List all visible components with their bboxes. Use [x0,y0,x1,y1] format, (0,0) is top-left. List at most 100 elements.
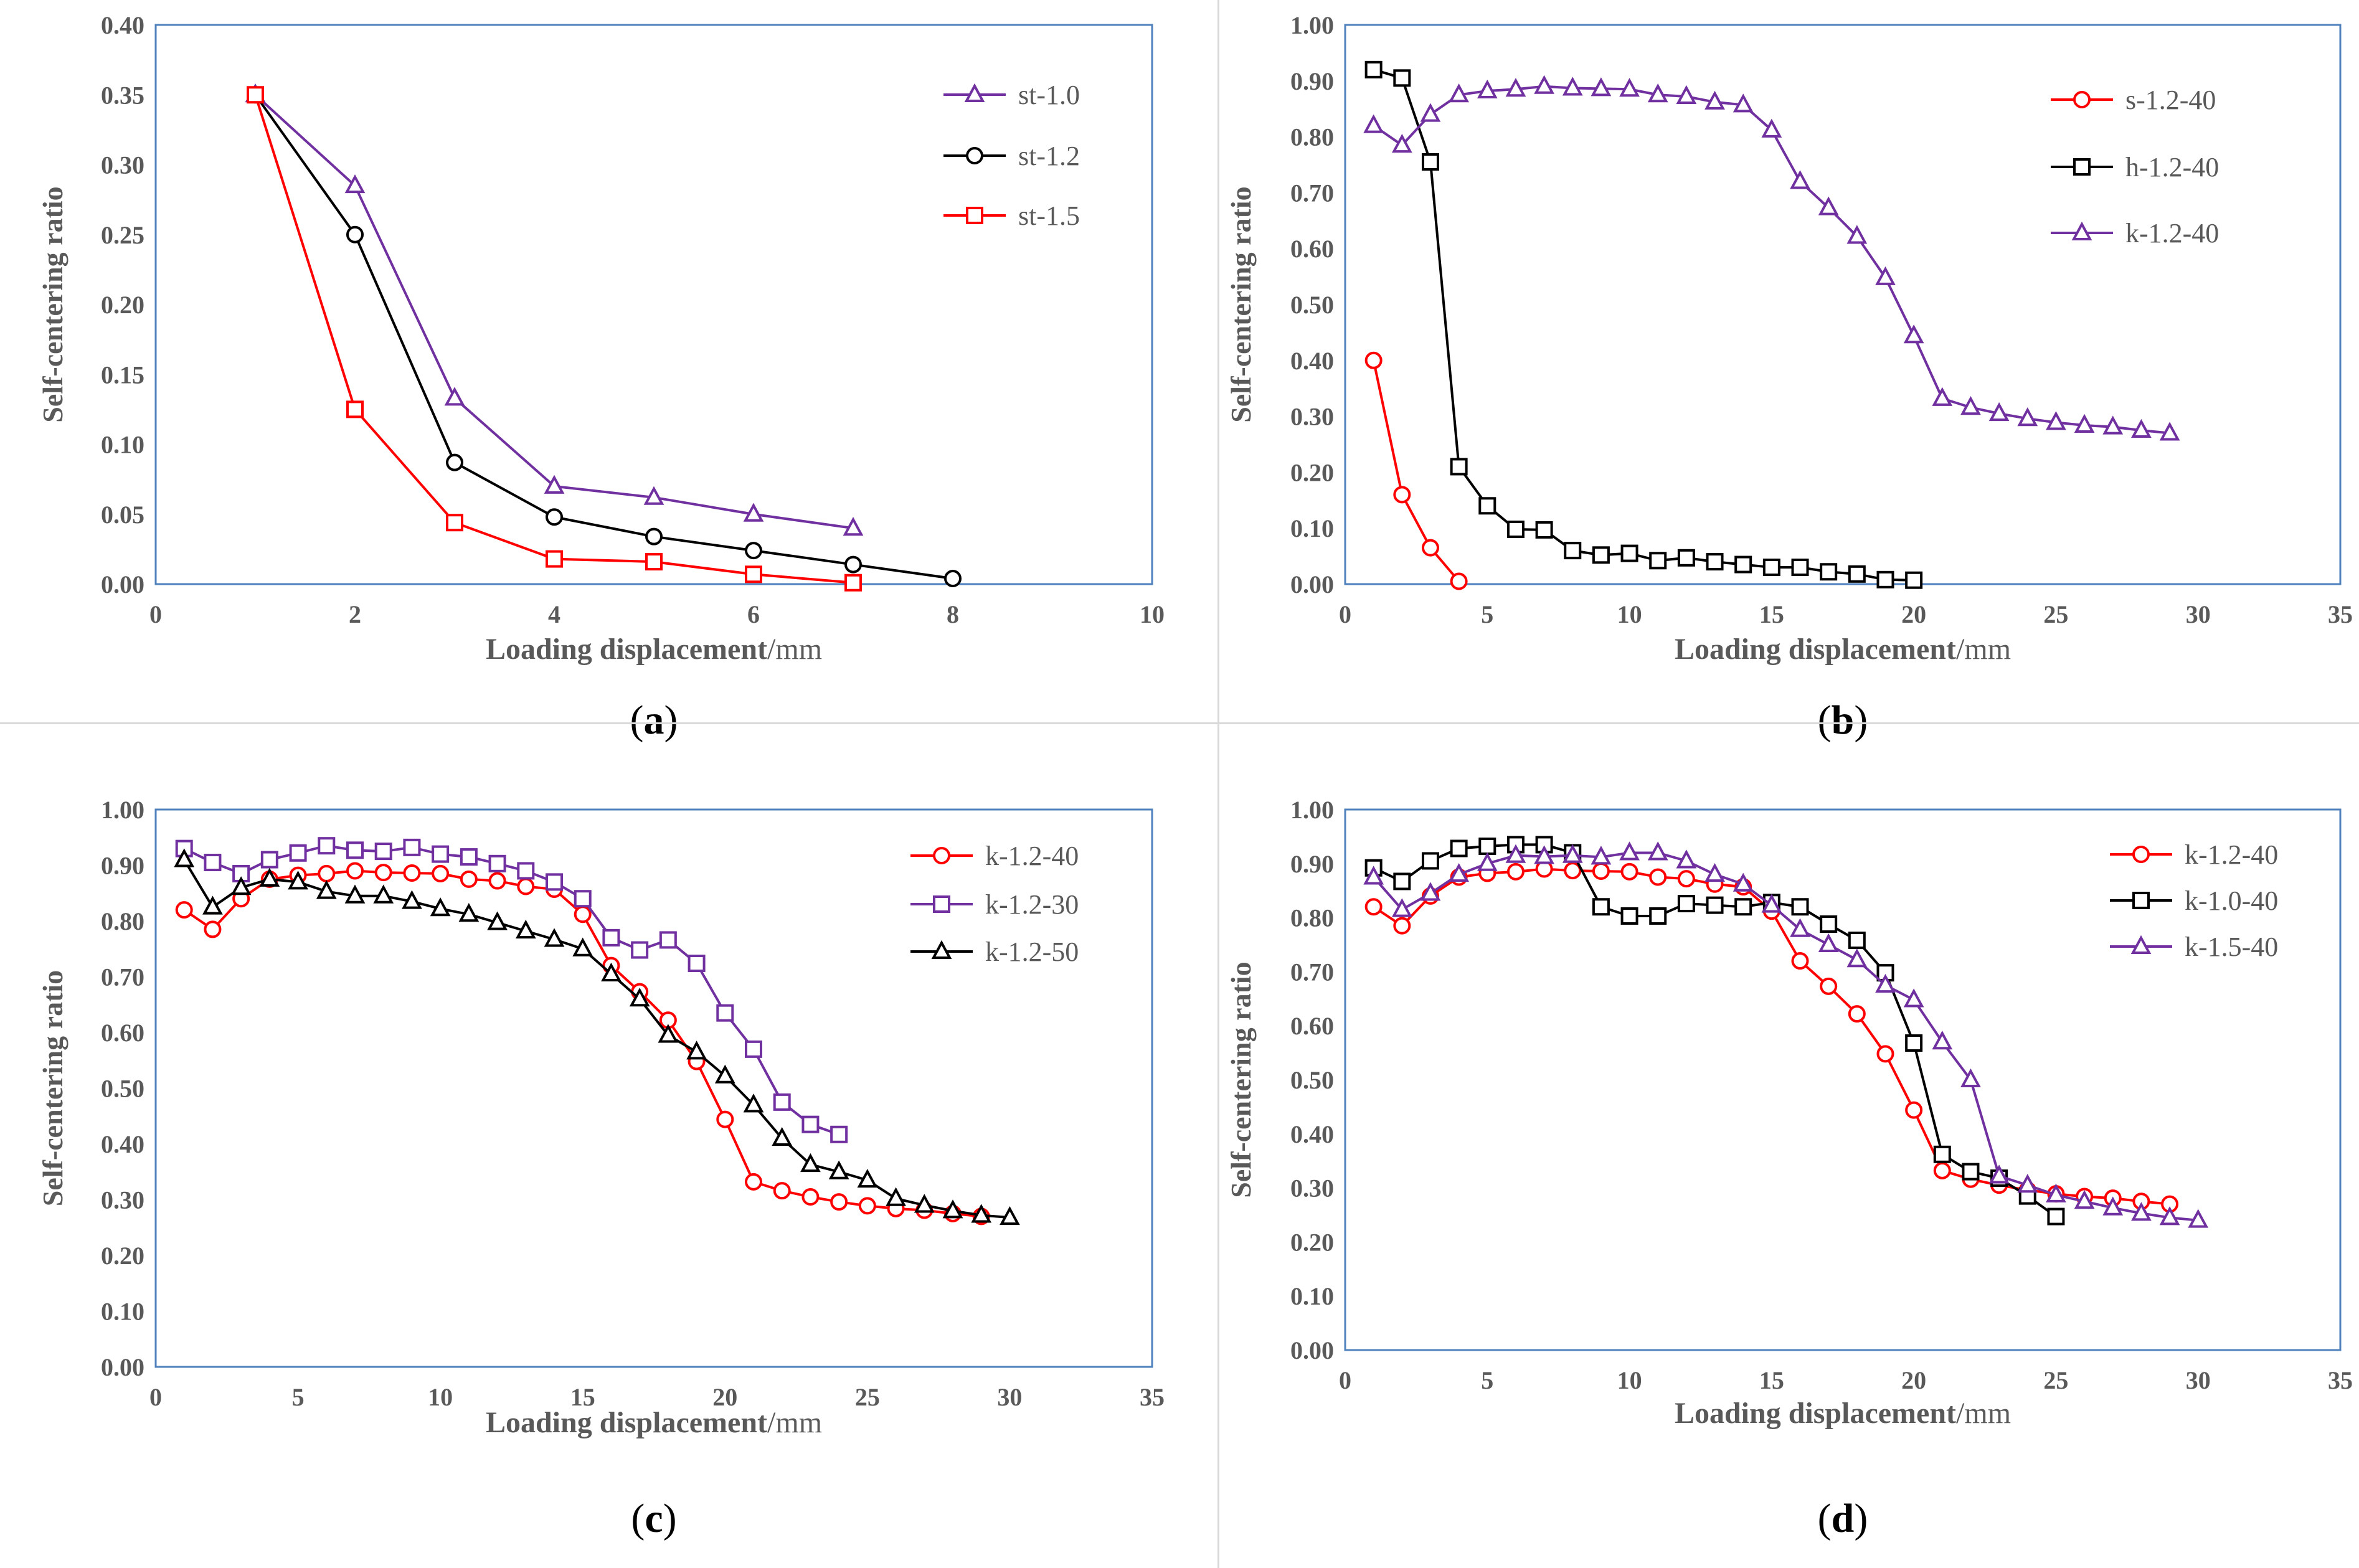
panel-label-part-2: ) [663,1496,677,1541]
y-axis-label: Self-centering ratio [1225,186,1257,422]
y-axis-label: Self-centering ratio [1225,961,1257,1197]
series-line-s-1.2-40 [1372,360,1460,582]
series-line-st-1.0 [254,93,854,530]
data-point-k-1.2-40 [1846,225,1868,244]
data-point-k-1.2-50 [828,1160,849,1179]
x-tick-label: 0 [149,1383,162,1411]
y-tick-label: 0.30 [1290,1174,1334,1202]
x-tick-label: 5 [1481,600,1493,628]
y-tick-label: 1.00 [101,796,144,824]
data-point-k-1.2-40 [1733,93,1754,113]
data-point-s-1.2-40 [1393,486,1411,504]
y-tick-label: 0.70 [101,963,144,991]
data-point-st-1.2 [844,555,862,574]
x-tick-label: 6 [747,600,760,628]
panel-label: (c) [631,1496,676,1541]
data-point-k-1.5-40 [1676,849,1697,869]
x-axis-label-unit: /mm [767,1406,822,1439]
x-axis-label-main: Loading displacement [486,633,767,666]
data-point-h-1.2-40 [1649,552,1667,570]
data-point-k-1.2-50 [601,962,622,982]
data-point-k-1.0-40 [1933,1145,1951,1163]
data-point-k-1.2-50 [202,895,223,915]
data-point-k-1.0-40 [2047,1207,2065,1226]
data-point-h-1.2-40 [1677,549,1695,567]
data-point-k-1.0-40 [1734,898,1752,916]
data-point-k-1.0-40 [1962,1163,1980,1181]
y-tick-label: 0.30 [101,1186,144,1214]
x-tick-label: 20 [1901,1366,1926,1394]
data-point-k-1.2-30 [289,844,307,862]
y-tick-label: 0.00 [101,1353,144,1381]
data-point-k-1.2-40 [830,1193,848,1211]
x-tick-label: 25 [2043,1366,2068,1394]
data-point-h-1.2-40 [1706,553,1724,571]
data-point-st-1.5 [645,553,663,571]
data-point-k-1.2-50 [572,937,593,956]
y-tick-label: 0.10 [1290,1282,1334,1310]
data-point-h-1.2-40 [1478,497,1496,515]
data-point-k-1.2-40 [346,862,364,880]
data-point-k-1.0-40 [1450,839,1468,857]
data-point-k-1.5-40 [1818,933,1839,952]
data-point-k-1.2-50 [487,911,508,930]
panel-label-part-0: ( [1818,1496,1832,1541]
legend-label-h-1.2-40: h-1.2-40 [2125,152,2219,182]
legend-label-st-1.0: st-1.0 [1018,80,1080,110]
x-axis-label-unit: /mm [1956,633,2011,666]
data-point-h-1.2-40 [1506,520,1525,538]
x-tick-label: 15 [1759,600,1784,628]
x-tick-label: 0 [1339,600,1351,628]
x-axis-label-unit: /mm [1956,1397,2011,1430]
x-axis-label: Loading displacement/mm [486,1406,822,1439]
data-point-k-1.2-50 [800,1153,821,1173]
x-tick-label: 2 [349,600,361,628]
data-point-k-1.2-40 [2131,418,2152,438]
data-point-k-1.5-40 [2159,1206,2180,1226]
plot-frame [154,24,1153,585]
data-point-k-1.2-40 [1818,196,1839,215]
data-point-k-1.2-30 [830,1125,848,1143]
chart-panel-c: 0.00 0.10 0.20 0.30 0.40 0.50 0.60 0.70 0.80 0.90… [37,796,1165,1541]
data-point-k-1.2-30 [460,848,478,866]
y-tick-label: 0.20 [1290,458,1334,486]
data-point-k-1.5-40 [2102,1196,2124,1216]
data-point-k-1.5-40 [1761,894,1782,913]
y-tick-label: 0.05 [101,501,144,529]
legend-label-st-1.5: st-1.5 [1018,201,1080,231]
x-tick-label: 25 [855,1383,880,1411]
data-point-k-1.0-40 [1706,896,1724,914]
data-point-k-1.2-40 [1420,103,1441,122]
x-tick-label: 10 [1140,600,1165,628]
data-point-k-1.2-40 [1619,78,1640,97]
data-point-k-1.2-50 [515,919,536,939]
y-tick-label: 0.25 [101,221,144,249]
y-tick-label: 0.70 [1290,179,1334,207]
x-tick-label: 35 [2328,1366,2353,1394]
legend-marker-k-1.2-30 [933,895,950,913]
x-tick-label: 35 [1140,1383,1165,1411]
legend-marker-s-1.2-40 [2073,91,2091,108]
data-point-st-1.0 [643,486,664,505]
data-point-k-1.2-30 [659,931,677,949]
y-tick-label: 0.80 [1290,904,1334,932]
data-point-k-1.2-50 [1000,1206,1020,1226]
x-tick-label: 35 [2328,600,2353,628]
data-point-st-1.0 [344,174,366,194]
legend-marker-k-1.2-40 [2132,846,2150,863]
data-point-st-1.5 [446,514,463,532]
y-tick-label: 1.00 [1290,11,1334,39]
y-tick-label: 0.30 [101,151,144,179]
x-axis-label: Loading displacement/mm [1675,633,2011,666]
data-point-k-1.2-30 [773,1093,791,1111]
x-tick-label: 25 [2043,600,2068,628]
data-point-k-1.5-40 [1363,866,1384,885]
y-tick-label: 0.20 [101,291,144,319]
data-point-st-1.5 [745,565,762,583]
y-tick-label: 0.10 [101,1298,144,1326]
panel-label-part-1: c [645,1496,663,1541]
data-point-k-1.0-40 [1820,915,1838,933]
data-point-st-1.5 [247,86,264,104]
chart-panel-b: 0.00 0.10 0.20 0.30 0.40 0.50 0.60 0.70 0.80 0.90… [1225,11,2353,743]
